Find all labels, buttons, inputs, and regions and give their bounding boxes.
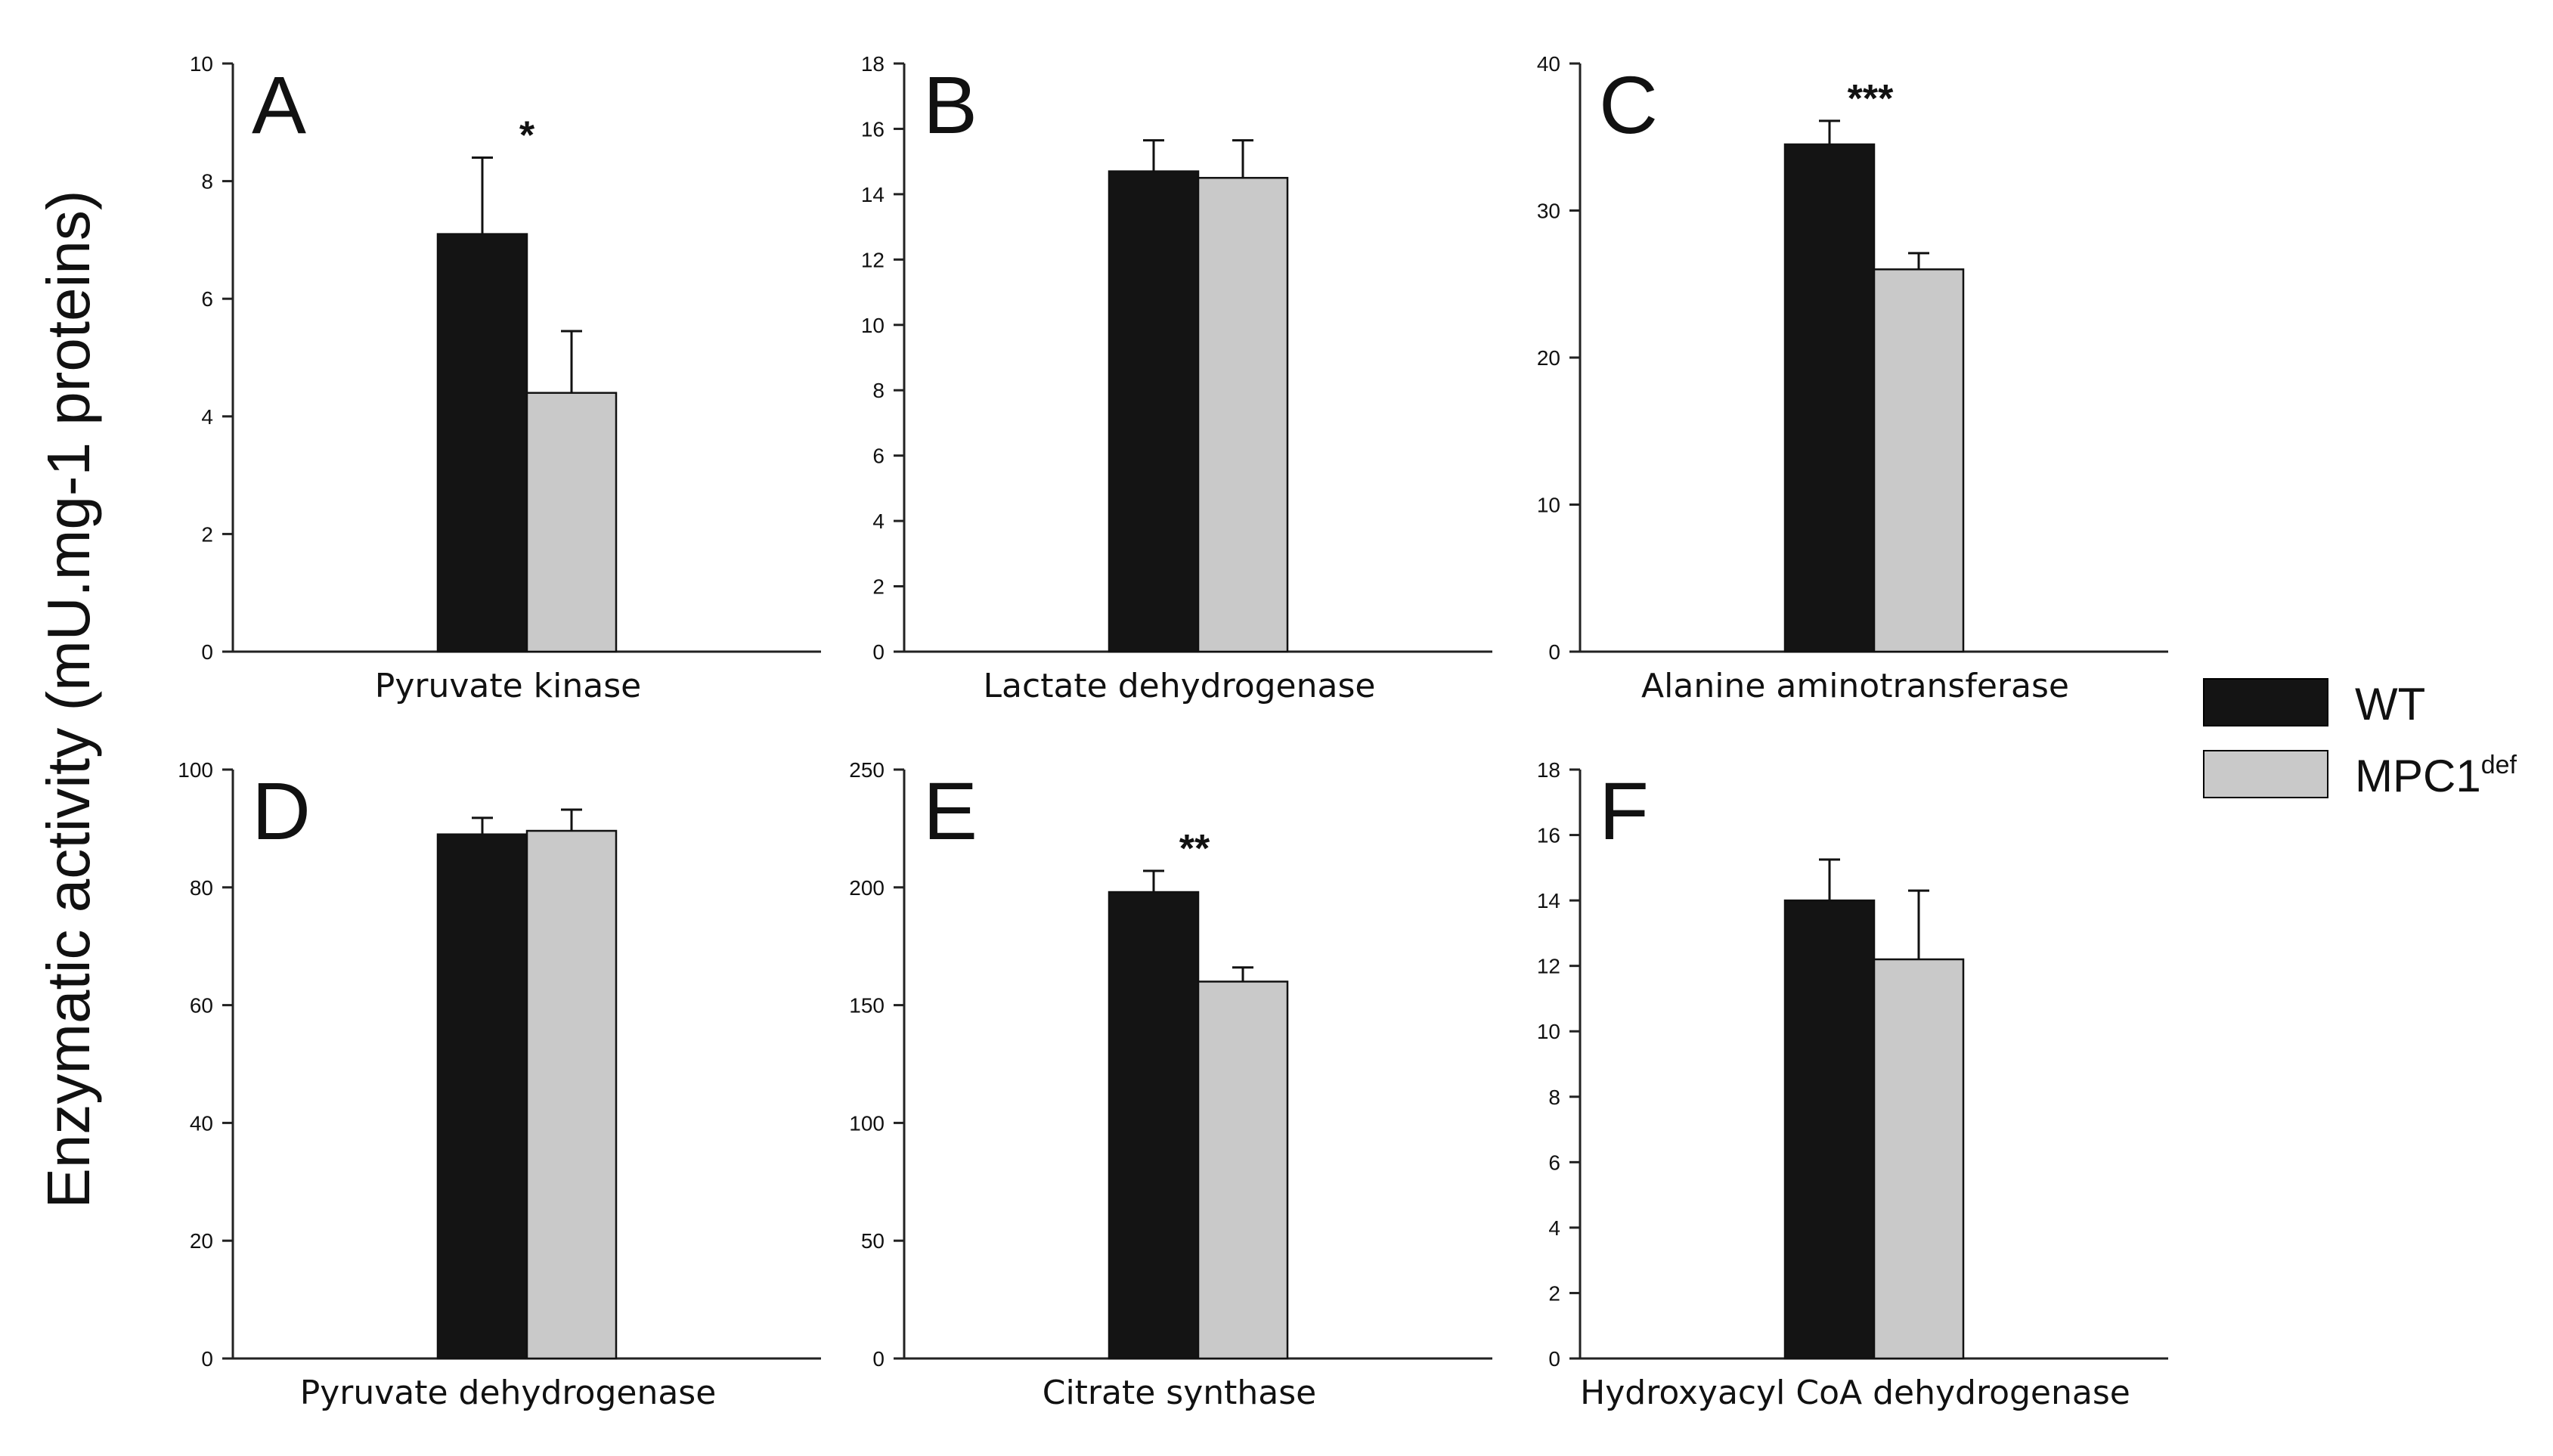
y-tick-label: 100 <box>178 758 213 782</box>
panel-letter: F <box>1599 765 1649 857</box>
bar-wt <box>436 233 528 653</box>
y-tick-label: 10 <box>861 314 885 337</box>
y-tick-label: 0 <box>201 640 213 664</box>
y-tick-label: 6 <box>1548 1151 1560 1174</box>
y-tick-label: 2 <box>1548 1281 1560 1305</box>
significance-marker: *** <box>1848 77 1894 121</box>
legend: WT MPC1def <box>2203 678 2517 801</box>
y-tick-label: 0 <box>201 1347 213 1371</box>
legend-swatch-wt <box>2203 678 2328 726</box>
panel-letter: B <box>923 59 978 150</box>
bar-wt <box>1783 899 1876 1360</box>
chart-panels: 0 2 4 6 8 10 * A Pyruvate kinase 0 2 4 6 8 10 12 14 16 18 B… <box>178 52 2168 1412</box>
x-category-label: Pyruvate dehydrogenase <box>300 1374 717 1412</box>
legend-label-mpc1def: MPC1def <box>2355 751 2517 801</box>
y-tick-label: 18 <box>861 52 885 76</box>
y-tick-label: 200 <box>849 876 885 900</box>
panel-b: 0 2 4 6 8 10 12 14 16 18 B Lactate dehydrogenase <box>861 52 1492 705</box>
y-tick-label: 16 <box>861 117 885 141</box>
y-tick-label: 50 <box>861 1229 885 1253</box>
bar-mpc1def <box>1873 958 1965 1360</box>
bar-mpc1def <box>1197 980 1289 1360</box>
x-category-label: Hydroxyacyl CoA dehydrogenase <box>1580 1374 2130 1412</box>
y-tick-label: 150 <box>849 994 885 1018</box>
bar-wt <box>1783 143 1876 653</box>
panel-c: 0 10 20 30 40 *** C Alanine aminotransferase <box>1537 52 2168 705</box>
legend-label-wt: WT <box>2355 679 2425 730</box>
y-tick-label: 2 <box>201 522 213 546</box>
y-tick-label: 8 <box>872 379 885 402</box>
x-category-label: Citrate synthase <box>1043 1374 1317 1412</box>
panel-letter: A <box>252 59 306 150</box>
y-tick-label: 0 <box>1548 640 1560 664</box>
y-tick-label: 16 <box>1537 824 1560 847</box>
legend-label-mpc1def-main: MPC1 <box>2355 751 2481 801</box>
y-tick-label: 18 <box>1537 758 1560 782</box>
panel-letter: E <box>923 765 978 857</box>
y-tick-label: 12 <box>861 248 885 271</box>
panel-e: 0 50 100 150 200 250 ** E Citrate synthase <box>849 758 1492 1412</box>
y-tick-label: 30 <box>1537 200 1560 223</box>
shared-y-axis-label: Enzymatic activity (mU.mg-1 proteins) <box>35 191 102 1209</box>
y-tick-label: 0 <box>872 1347 885 1371</box>
y-tick-label: 0 <box>1548 1347 1560 1371</box>
panel-d: 0 20 40 60 80 100 D Pyruvate dehydrogenase <box>178 758 821 1412</box>
bar-mpc1def <box>1197 177 1289 653</box>
bar-wt <box>436 833 528 1360</box>
y-tick-label: 12 <box>1537 955 1560 978</box>
y-tick-label: 6 <box>872 445 885 468</box>
y-tick-label: 4 <box>201 405 213 429</box>
legend-swatch-mpc1def <box>2203 750 2328 798</box>
y-tick-label: 20 <box>190 1229 213 1253</box>
bar-wt <box>1108 891 1200 1360</box>
bar-mpc1def <box>525 392 618 653</box>
panel-letter: D <box>252 765 311 857</box>
bar-mpc1def <box>1873 268 1965 653</box>
x-category-label: Pyruvate kinase <box>375 667 641 705</box>
y-tick-label: 8 <box>1548 1086 1560 1109</box>
y-tick-label: 8 <box>201 170 213 194</box>
y-tick-label: 6 <box>201 287 213 311</box>
y-tick-label: 80 <box>190 876 213 900</box>
panel-f: 0 2 4 6 8 10 12 14 16 18 F Hydroxyacyl CoA dehydrog… <box>1537 758 2168 1412</box>
y-tick-label: 250 <box>849 758 885 782</box>
y-tick-label: 40 <box>190 1111 213 1135</box>
significance-marker: * <box>519 113 535 157</box>
y-tick-label: 10 <box>1537 1020 1560 1043</box>
bar-wt <box>1108 170 1200 653</box>
y-tick-label: 10 <box>1537 494 1560 517</box>
y-tick-label: 2 <box>872 575 885 599</box>
significance-marker: ** <box>1179 827 1210 871</box>
panel-letter: C <box>1599 59 1658 150</box>
y-tick-label: 10 <box>190 52 213 76</box>
y-tick-label: 0 <box>872 640 885 664</box>
panel-a: 0 2 4 6 8 10 * A Pyruvate kinase <box>190 52 821 705</box>
y-tick-label: 100 <box>849 1111 885 1135</box>
y-tick-label: 20 <box>1537 346 1560 370</box>
y-tick-label: 14 <box>861 183 885 206</box>
y-tick-label: 40 <box>1537 52 1560 76</box>
y-tick-label: 60 <box>190 994 213 1018</box>
y-tick-label: 4 <box>1548 1216 1560 1240</box>
y-tick-label: 14 <box>1537 889 1560 912</box>
legend-label-mpc1def-superscript: def <box>2481 751 2517 779</box>
x-category-label: Lactate dehydrogenase <box>984 667 1376 705</box>
x-category-label: Alanine aminotransferase <box>1641 667 2069 705</box>
y-tick-label: 4 <box>872 510 885 533</box>
bar-mpc1def <box>525 829 618 1360</box>
